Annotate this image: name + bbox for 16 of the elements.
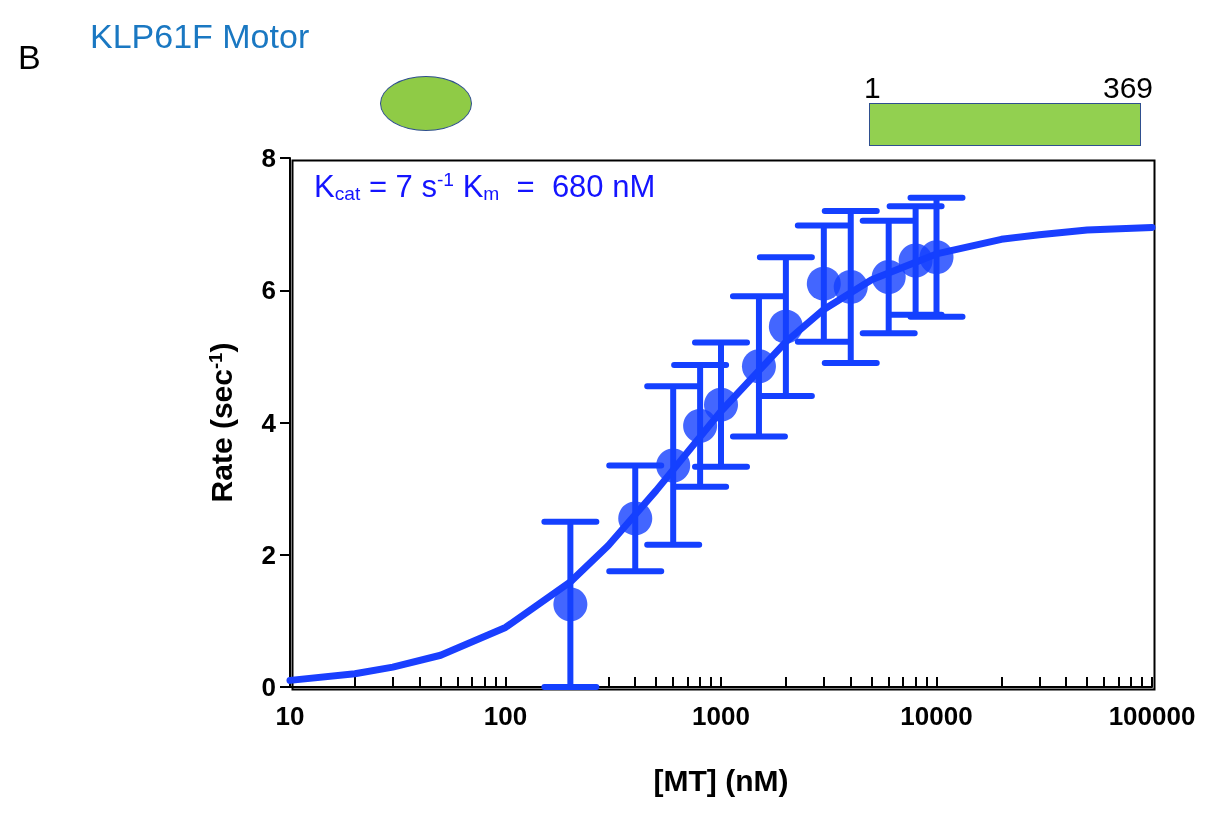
text: 369 <box>1103 70 1154 104</box>
x-tick-label: 100 <box>483 701 528 731</box>
chart-title: KLP61F Motor <box>90 17 310 55</box>
y-tick-label: 0 <box>261 672 276 702</box>
y-tick-label: 2 <box>261 539 276 570</box>
y-tick-label: 4 <box>261 407 277 438</box>
x-tick-label: 10000 <box>900 701 973 731</box>
y-tick-label: 8 <box>261 143 276 173</box>
text: 1 <box>864 70 881 104</box>
x-axis-title: [MT] (nM) <box>653 763 789 797</box>
x-tick-label: 100000 <box>1108 701 1196 731</box>
text: B <box>18 38 41 76</box>
y-axis-title: Rate (sec-1) <box>204 342 239 503</box>
x-tick-label: 1000 <box>692 701 750 731</box>
x-tick-label: 10 <box>275 701 305 731</box>
y-tick-label: 6 <box>261 275 276 306</box>
